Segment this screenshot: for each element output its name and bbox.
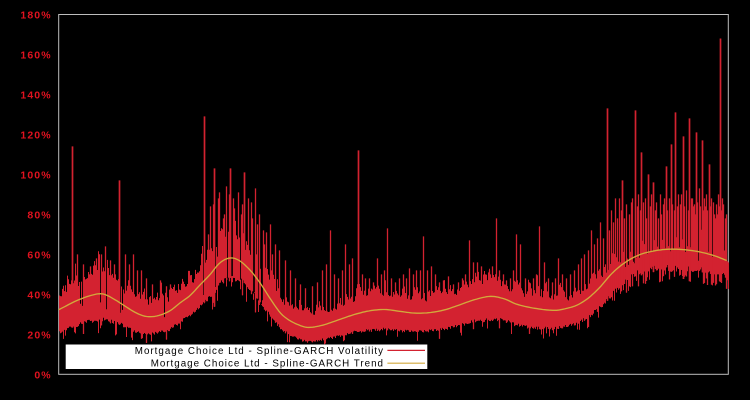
svg-text:40%: 40%	[27, 289, 51, 301]
svg-text:120%: 120%	[20, 130, 51, 142]
svg-text:20%: 20%	[27, 329, 51, 341]
svg-text:80%: 80%	[27, 210, 51, 222]
svg-text:Mortgage Choice Ltd - Spline-G: Mortgage Choice Ltd - Spline-GARCH Trend	[151, 358, 384, 369]
svg-text:180%: 180%	[20, 10, 51, 22]
svg-text:100%: 100%	[20, 170, 51, 182]
svg-text:Mortgage Choice Ltd - Spline-G: Mortgage Choice Ltd - Spline-GARCH Volat…	[135, 346, 384, 357]
svg-text:0%: 0%	[34, 369, 51, 381]
svg-text:140%: 140%	[20, 90, 51, 102]
svg-text:60%: 60%	[27, 250, 51, 262]
svg-text:160%: 160%	[20, 50, 51, 62]
